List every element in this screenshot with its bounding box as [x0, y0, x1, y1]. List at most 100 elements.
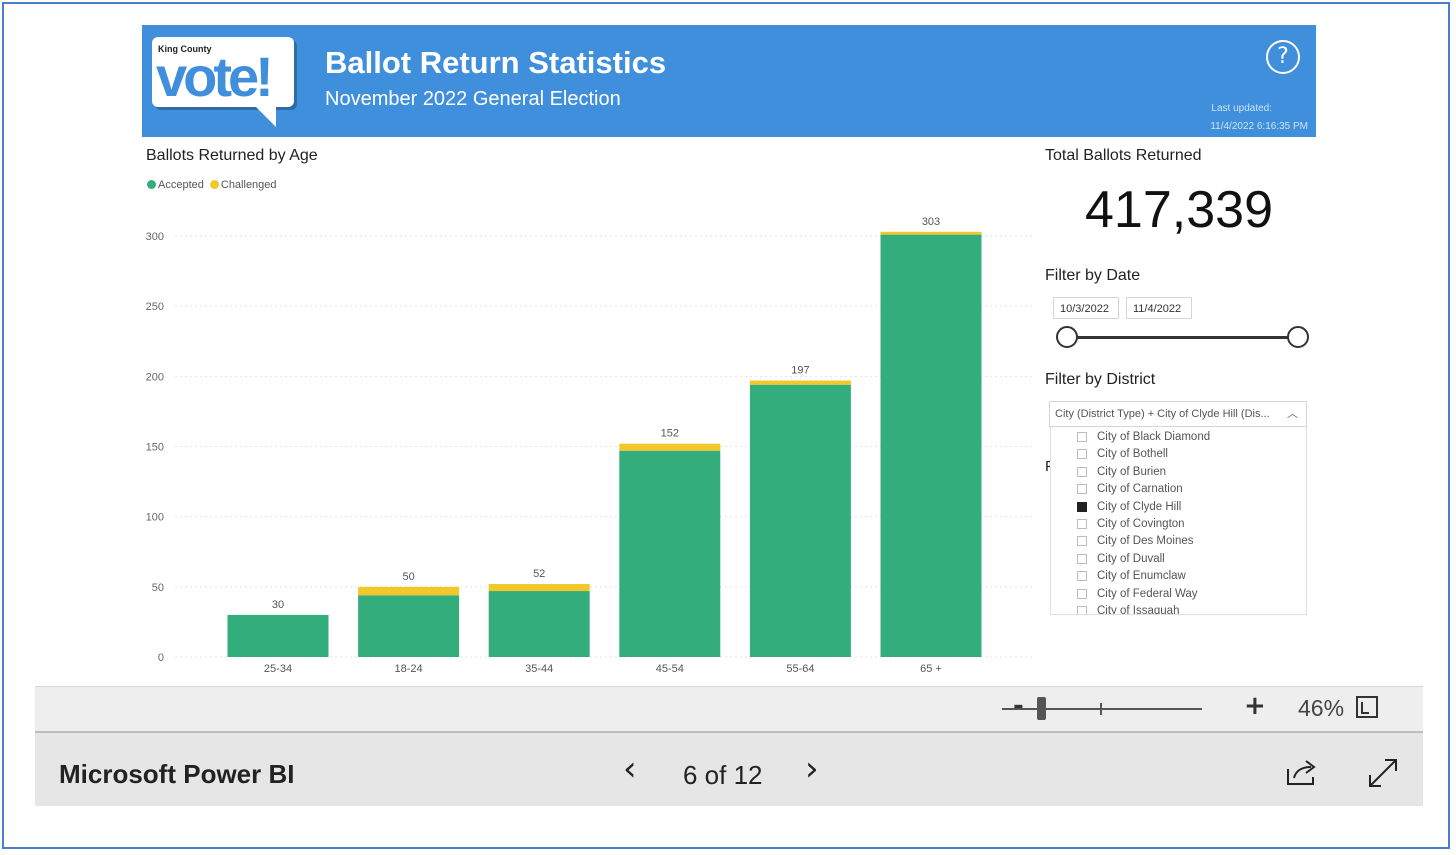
- district-list-item[interactable]: City of Black Diamond: [1077, 429, 1211, 446]
- chart-title: Ballots Returned by Age: [146, 147, 318, 164]
- chevron-left-icon[interactable]: ‹: [623, 749, 637, 789]
- checkbox[interactable]: [1077, 588, 1087, 599]
- district-list-item-label: City of Covington: [1097, 518, 1185, 530]
- checkbox[interactable]: [1077, 519, 1087, 529]
- bar-accepted[interactable]: [488, 591, 590, 657]
- zoom-bar: - + 46%: [35, 686, 1423, 731]
- district-list-item[interactable]: City of Issaquah: [1077, 603, 1180, 615]
- checkbox[interactable]: [1077, 606, 1087, 614]
- district-list-item[interactable]: City of Federal Way: [1077, 586, 1198, 603]
- district-list-item[interactable]: City of Carnation: [1077, 481, 1183, 498]
- bar-data-label: 197: [791, 365, 809, 377]
- district-list-item-label: City of Black Diamond: [1097, 431, 1211, 443]
- y-tick-label: 250: [146, 301, 164, 313]
- district-list-item-label: City of Federal Way: [1097, 587, 1198, 600]
- district-dropdown[interactable]: City (District Type) + City of Clyde Hil…: [1049, 401, 1307, 427]
- district-filter-title: Filter by District: [1045, 371, 1156, 388]
- bar-challenged[interactable]: [619, 443, 721, 451]
- date-filter-title: Filter by Date: [1045, 267, 1141, 284]
- checkbox[interactable]: [1077, 553, 1087, 564]
- district-list-item[interactable]: City of Bothell: [1077, 446, 1168, 463]
- district-dropdown-value: City (District Type) + City of Clyde Hil…: [1055, 408, 1270, 420]
- district-list-item-label: City of Clyde Hill: [1097, 500, 1182, 513]
- date-end-input[interactable]: 11/4/2022: [1126, 297, 1192, 319]
- district-list-item[interactable]: City of Clyde Hill: [1077, 499, 1182, 516]
- district-list[interactable]: City of Black Diamond City of Bothell City…: [1050, 427, 1307, 615]
- bar-accepted[interactable]: [619, 450, 721, 657]
- page-subtitle: November 2022 General Election: [325, 88, 621, 110]
- bar-data-label: 30: [272, 599, 284, 611]
- y-tick-label: 100: [146, 512, 164, 524]
- legend-label-accepted: Accepted: [158, 179, 204, 191]
- checkbox[interactable]: [1077, 571, 1087, 582]
- bar-accepted[interactable]: [358, 595, 460, 657]
- bar-challenged[interactable]: [358, 586, 460, 596]
- date-slider-end-handle[interactable]: [1287, 326, 1309, 348]
- x-tick-label: 65 +: [920, 663, 942, 675]
- district-list-item[interactable]: City of Enumclaw: [1077, 568, 1186, 585]
- checkbox[interactable]: [1077, 536, 1087, 547]
- district-list-item-label: City of Duvall: [1097, 552, 1165, 565]
- x-tick-label: 18-24: [395, 663, 423, 675]
- bar-challenged[interactable]: [880, 231, 982, 235]
- zoom-slider-thumb[interactable]: [1037, 697, 1046, 720]
- district-list-item[interactable]: City of Duvall: [1077, 551, 1165, 568]
- legend-item-accepted[interactable]: Accepted: [147, 179, 204, 191]
- legend-dot-challenged: [209, 180, 219, 189]
- district-list-item-label: City of Bothell: [1097, 448, 1168, 461]
- y-tick-label: 0: [158, 652, 164, 664]
- district-list-item[interactable]: City of Burien: [1077, 464, 1167, 481]
- page-title: Ballot Return Statistics: [325, 45, 667, 80]
- bar-accepted[interactable]: [880, 234, 982, 657]
- bar-data-label: 303: [922, 216, 940, 228]
- district-list-item-label: City of Des Moines: [1097, 535, 1194, 548]
- checkbox[interactable]: [1077, 449, 1087, 460]
- date-start-input[interactable]: 10/3/2022: [1053, 297, 1119, 319]
- district-list-item-label: City of Burien: [1097, 465, 1167, 478]
- bar-challenged[interactable]: [749, 380, 851, 385]
- zoom-slider-track[interactable]: [1002, 708, 1202, 710]
- last-updated-label: Last updated:: [1211, 103, 1272, 114]
- fit-to-page-icon[interactable]: [1356, 696, 1378, 718]
- bar-data-label: 152: [661, 428, 679, 440]
- bar-accepted[interactable]: [749, 384, 851, 657]
- checkbox[interactable]: [1077, 466, 1087, 477]
- district-list-item-label: City of Enumclaw: [1097, 570, 1186, 583]
- zoom-in-button[interactable]: +: [1244, 691, 1266, 721]
- district-list-item-label: City of Issaquah: [1097, 605, 1180, 615]
- report-header: King County vote! Ballot Return Statisti…: [142, 25, 1316, 137]
- legend-dot-accepted: [147, 180, 156, 189]
- legend-label-challenged: Challenged: [220, 179, 277, 191]
- king-county-vote-logo: King County vote!: [152, 37, 294, 108]
- y-tick-label: 300: [146, 231, 164, 243]
- zoom-level: 46%: [1298, 695, 1345, 721]
- y-tick-label: 200: [146, 371, 164, 383]
- checkbox[interactable]: [1077, 501, 1087, 512]
- x-tick-label: 45-54: [656, 663, 684, 675]
- bar-data-label: 52: [533, 568, 545, 580]
- page-indicator: 6 of 12: [683, 760, 763, 790]
- share-icon[interactable]: [1285, 757, 1319, 787]
- zoom-out-button[interactable]: -: [1013, 691, 1024, 721]
- ballots-by-age-chart: 0 50 100 150 200 250 300 30 25-34 50 18-24 52 35-44 1…: [146, 216, 1035, 675]
- legend-item-challenged[interactable]: Challenged: [209, 179, 277, 191]
- checkbox[interactable]: [1077, 484, 1087, 495]
- last-updated-value: 11/4/2022 6:16:35 PM: [1210, 121, 1308, 132]
- footer-bar: Microsoft Power BI ‹ 6 of 12 ›: [35, 731, 1423, 806]
- question-circle-icon[interactable]: ?: [1266, 40, 1300, 74]
- y-tick-label: 150: [146, 442, 164, 454]
- logo-county-text: King County: [158, 44, 212, 54]
- district-list-item[interactable]: City of Covington: [1077, 516, 1185, 533]
- expand-icon[interactable]: [1367, 757, 1399, 789]
- bar-accepted[interactable]: [227, 614, 329, 657]
- checkbox[interactable]: [1077, 432, 1087, 442]
- chevron-right-icon[interactable]: ›: [805, 749, 819, 789]
- date-slider-track[interactable]: [1067, 336, 1298, 339]
- district-list-item-label: City of Carnation: [1097, 483, 1183, 496]
- date-slider-start-handle[interactable]: [1056, 326, 1078, 348]
- district-list-item[interactable]: City of Des Moines: [1077, 533, 1194, 550]
- bar-challenged[interactable]: [488, 584, 590, 592]
- obscured-filter-title: F: [1045, 458, 1054, 475]
- zoom-slider-tick: [1100, 703, 1102, 715]
